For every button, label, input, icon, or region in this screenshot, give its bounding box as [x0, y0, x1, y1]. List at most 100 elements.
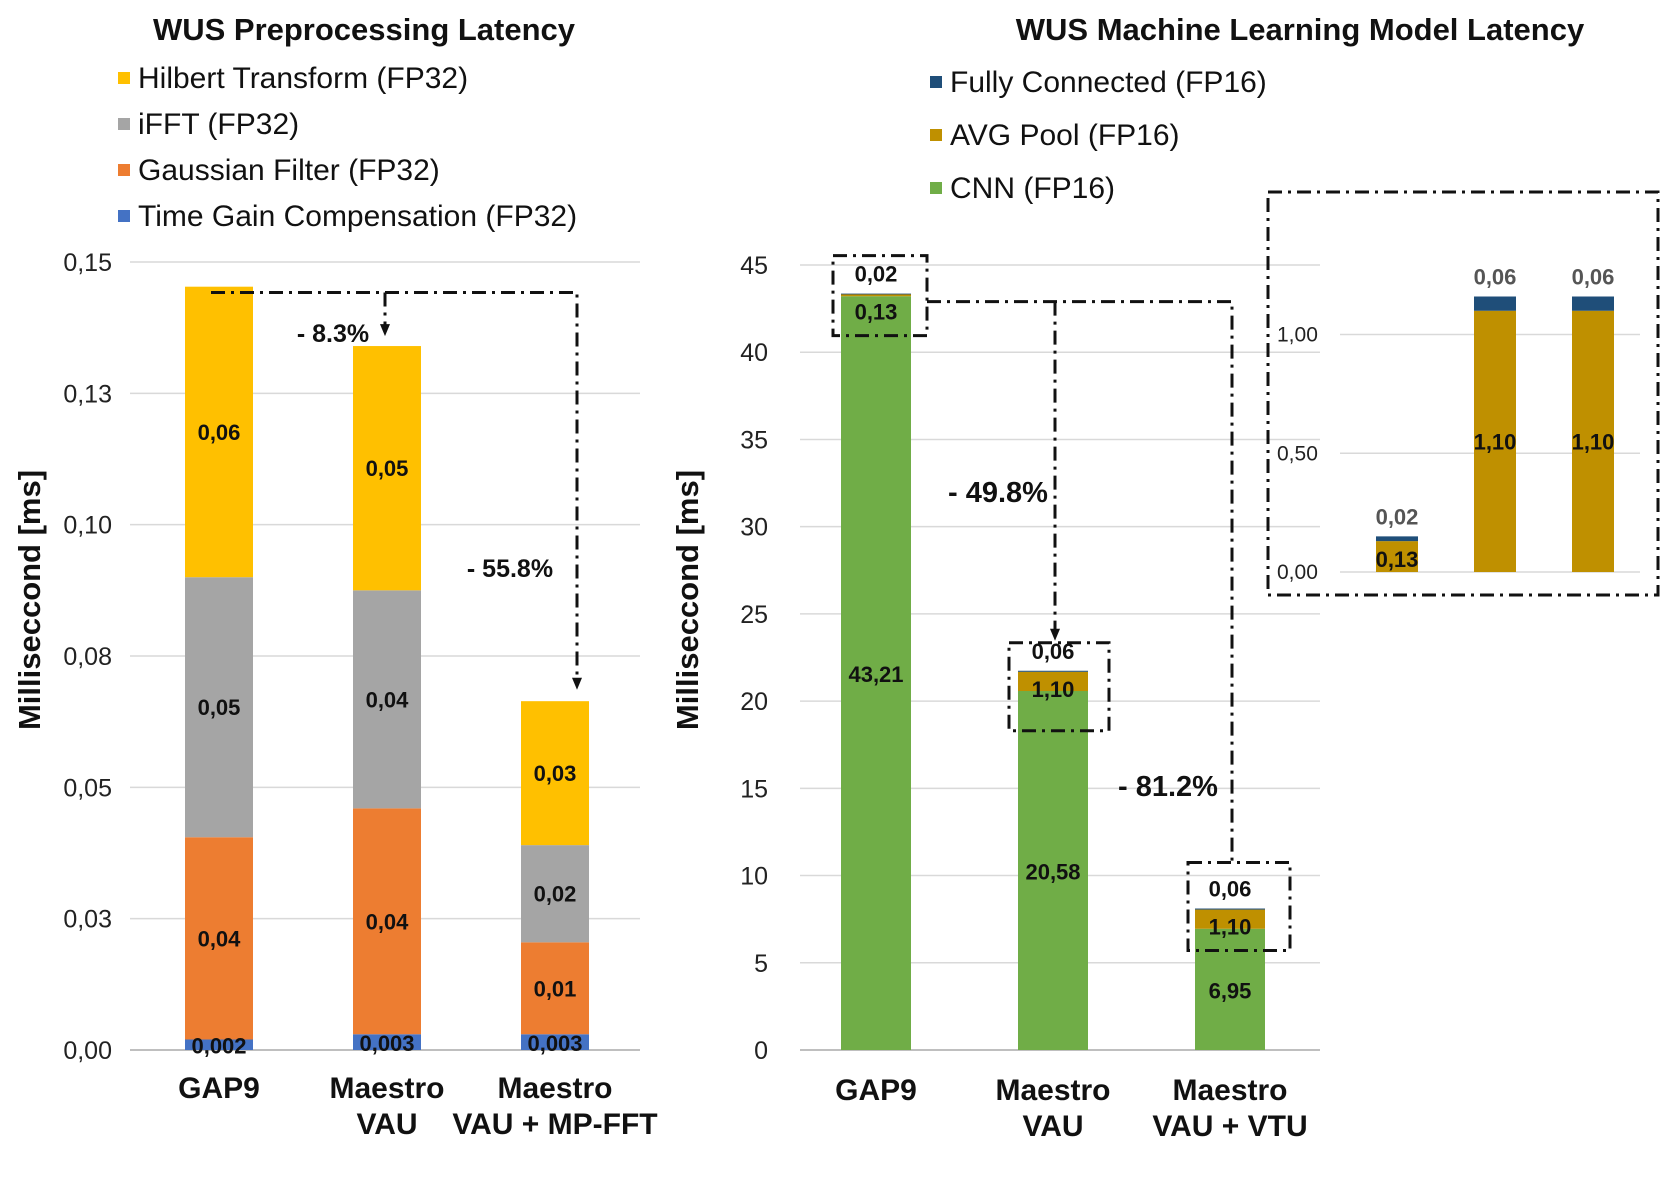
- chart1-annotation-bracket: [927, 300, 1234, 863]
- chart0-legend-label: Hilbert Transform (FP32): [138, 62, 468, 95]
- chart1-data-label: 0,06: [1209, 877, 1252, 902]
- chart1-legend-swatch: [930, 182, 942, 194]
- chart1-ytick: 30: [740, 514, 768, 542]
- chart0-data-label: 0,02: [534, 882, 577, 907]
- chart1-ytick: 35: [740, 426, 768, 454]
- chart1-data-label: 0,13: [855, 300, 898, 325]
- chart0-legend-swatch: [118, 72, 130, 84]
- chart0-legend-label: iFFT (FP32): [138, 108, 299, 141]
- chart1-bar-segment: [841, 293, 911, 297]
- chart1-inset-bar-segment: [1474, 310, 1516, 572]
- chart0-bar-segment: [353, 346, 421, 591]
- chart1-inset-bar-segment: [1572, 310, 1614, 572]
- chart1-ytick: 40: [740, 339, 768, 367]
- chart0-annotation-bracket: [211, 290, 579, 684]
- chart0-bar-segment: [185, 577, 253, 838]
- chart0-bar-segment: [185, 286, 253, 578]
- chart1-inset-ytick: 0,00: [1277, 561, 1318, 584]
- chart0-ytick: 0,15: [63, 249, 112, 277]
- chart1-data-label: 20,58: [1025, 859, 1080, 884]
- chart1-inset-data-label: 0,06: [1572, 265, 1615, 290]
- chart1-bar-segment: [1195, 909, 1265, 929]
- chart0-data-label: 0,05: [198, 695, 241, 720]
- chart1-legend-label: AVG Pool (FP16): [950, 119, 1180, 152]
- chart0-bar-segment: [353, 590, 421, 809]
- chart1-category-label: VAU + VTU: [1152, 1110, 1307, 1143]
- chart0-ytick: 0,00: [63, 1037, 112, 1065]
- chart0-annotation-label: - 8.3%: [297, 320, 369, 348]
- chart1-inset-data-label: 0,06: [1474, 265, 1517, 290]
- chart0-data-label: 0,05: [366, 456, 409, 481]
- chart0-bar-segment: [353, 808, 421, 1035]
- chart1-category-label: Maestro: [995, 1074, 1110, 1107]
- chart1-inset-bar-segment: [1376, 536, 1418, 542]
- chart0-ytick: 0,03: [63, 906, 112, 934]
- chart1-ytick: 25: [740, 601, 768, 629]
- chart1-zoom-box: [1186, 861, 1292, 953]
- chart1-annotation-label: - 49.8%: [948, 477, 1048, 509]
- chart0-legend-swatch: [118, 118, 130, 130]
- chart0-data-label: 0,04: [198, 926, 242, 951]
- chart0-annotation-label: - 55.8%: [467, 555, 553, 583]
- chart1-inset-frame: [1266, 190, 1660, 597]
- chart1-ytick: 15: [740, 775, 768, 803]
- chart1-zoom-box: [1007, 641, 1111, 733]
- chart1-legend-swatch: [930, 129, 942, 141]
- chart0-data-label: 0,002: [191, 1034, 246, 1059]
- chart1-bar-segment: [1195, 928, 1265, 1050]
- chart1-data-label: 0,02: [855, 262, 898, 287]
- chart0-bar-segment: [185, 837, 253, 1040]
- chart1-inset-bar-segment: [1572, 296, 1614, 311]
- chart1-ytick: 20: [740, 688, 768, 716]
- chart0-data-label: 0,003: [527, 1031, 582, 1056]
- chart0-ytick: 0,08: [63, 643, 112, 671]
- chart1-ytick: 10: [740, 863, 768, 891]
- chart1-legend-label: CNN (FP16): [950, 172, 1115, 205]
- chart0-category-label: VAU + MP-FFT: [452, 1108, 657, 1141]
- chart0-data-label: 0,04: [366, 687, 410, 712]
- chart1-inset-data-label: 0,02: [1376, 504, 1419, 529]
- chart1-ytick: 45: [740, 252, 768, 280]
- chart1-bar-segment: [1018, 690, 1088, 1050]
- chart1-annotation-label: - 81.2%: [1118, 771, 1218, 803]
- chart1-inset-data-label: 0,13: [1376, 547, 1419, 572]
- chart0-category-label: Maestro: [497, 1072, 612, 1105]
- chart0-legend-label: Time Gain Compensation (FP32): [138, 200, 577, 233]
- chart0-ytick: 0,10: [63, 512, 112, 540]
- chart0-data-label: 0,04: [366, 909, 410, 934]
- chart1-category-label: GAP9: [835, 1074, 917, 1107]
- chart0-ytick: 0,13: [63, 380, 112, 408]
- chart1-data-label: 43,21: [848, 662, 903, 687]
- chart0-category-label: GAP9: [178, 1072, 260, 1105]
- chart1-title: WUS Machine Learning Model Latency: [1016, 12, 1585, 47]
- chart1-inset-bar-segment: [1376, 541, 1418, 572]
- chart0-ylabel: Milliseccond [ms]: [12, 470, 47, 730]
- chart0-ytick: 0,05: [63, 774, 112, 802]
- chart1-inset-bar-segment: [1474, 296, 1516, 311]
- chart1-ylabel: Milliseccond [ms]: [670, 470, 705, 730]
- chart1-bar-segment: [1018, 671, 1088, 691]
- chart0-arrowhead: [380, 324, 390, 337]
- chart0-data-label: 0,03: [534, 761, 577, 786]
- chart1-ytick: 5: [754, 950, 768, 978]
- chart0-title: WUS Preprocessing Latency: [153, 12, 576, 47]
- chart0-bar-segment: [185, 1039, 253, 1050]
- chart1-data-label: 1,10: [1032, 677, 1075, 702]
- chart0-category-label: VAU: [356, 1108, 417, 1141]
- chart1-category-label: Maestro: [1172, 1074, 1287, 1107]
- chart0-data-label: 0,06: [198, 420, 241, 445]
- chart0-legend-swatch: [118, 210, 130, 222]
- chart0-bar-segment: [353, 1034, 421, 1050]
- chart1-data-label: 1,10: [1209, 915, 1252, 940]
- chart1-inset-ytick: 1,00: [1277, 324, 1318, 347]
- chart0-category-label: Maestro: [329, 1072, 444, 1105]
- chart0-arrowhead: [572, 677, 582, 690]
- chart1-inset-data-label: 1,10: [1572, 429, 1615, 454]
- chart1-legend-label: Fully Connected (FP16): [950, 66, 1267, 99]
- chart0-bar-segment: [521, 845, 589, 943]
- chart1-bar-segment: [841, 296, 911, 1050]
- chart1-bar-segment: [1018, 670, 1088, 672]
- chart0-legend-swatch: [118, 164, 130, 176]
- chart1-bar-segment: [1195, 908, 1265, 910]
